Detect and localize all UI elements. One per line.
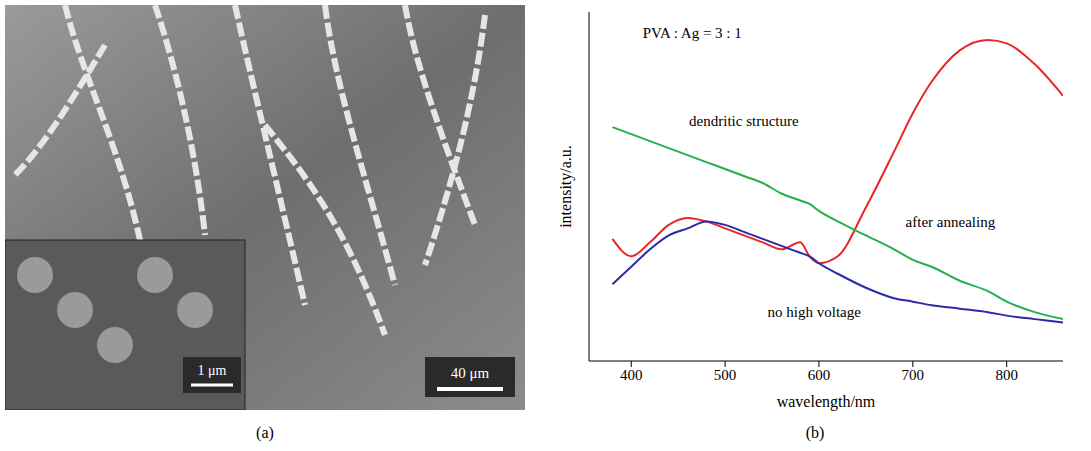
svg-text:800: 800 (995, 367, 1018, 383)
svg-text:dendritic structure: dendritic structure (689, 113, 799, 129)
svg-text:after annealing: after annealing (906, 214, 996, 230)
svg-text:1 μm: 1 μm (198, 363, 227, 378)
svg-text:400: 400 (620, 367, 643, 383)
html-text:(a): (a) (256, 424, 274, 441)
html-text:(b): (b) (805, 424, 825, 441)
svg-text:wavelength/nm: wavelength/nm (777, 393, 876, 411)
svg-text:600: 600 (808, 367, 831, 383)
svg-text:40 μm: 40 μm (451, 365, 490, 381)
svg-text:PVA : Ag = 3 : 1: PVA : Ag = 3 : 1 (643, 25, 742, 41)
svg-text:700: 700 (902, 367, 925, 383)
svg-text:no high voltage: no high voltage (768, 304, 862, 320)
svg-text:500: 500 (714, 367, 737, 383)
svg-text:intensity/a.u.: intensity/a.u. (557, 145, 575, 228)
